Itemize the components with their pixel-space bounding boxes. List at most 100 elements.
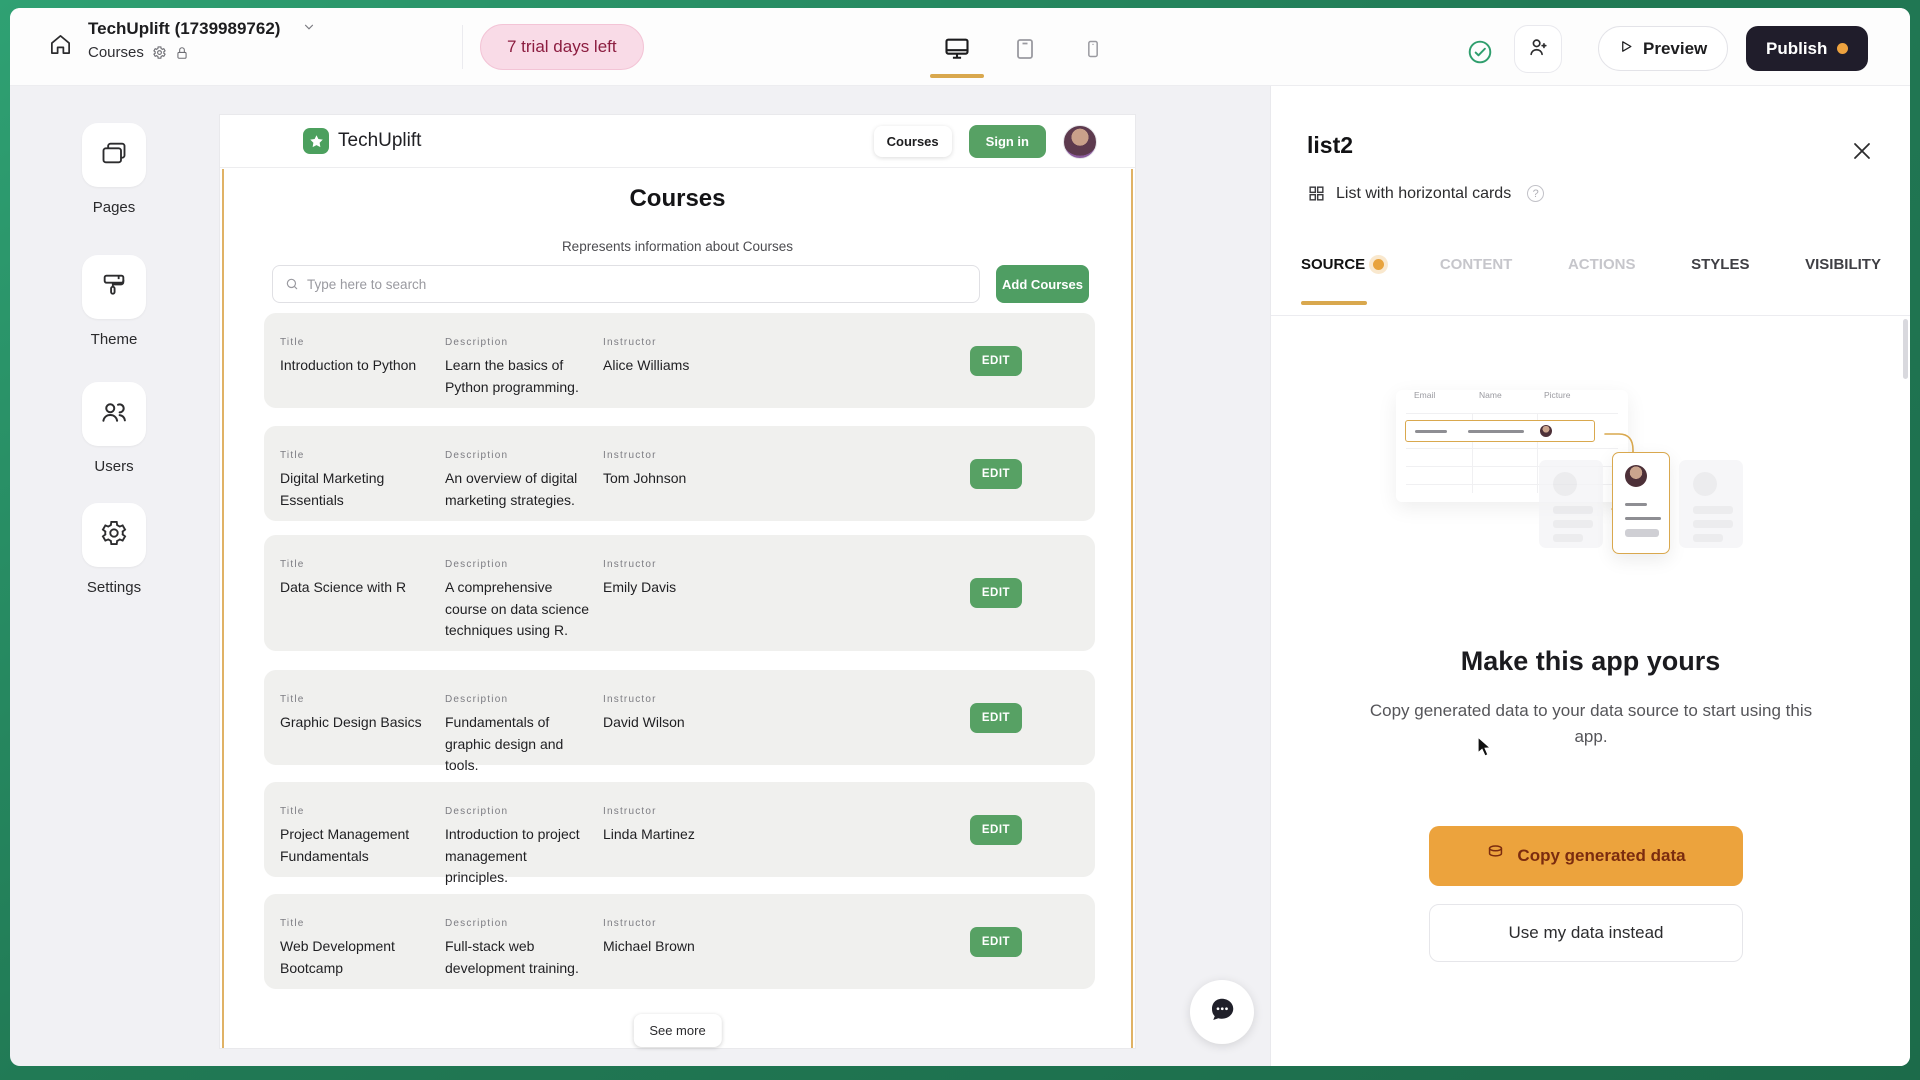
tab-content[interactable]: CONTENT [1439,256,1513,273]
tab-actions[interactable]: ACTIONS [1567,256,1636,273]
page-settings-gear-icon[interactable] [152,45,167,60]
add-courses-button[interactable]: Add Courses [996,265,1089,303]
brand-name: TechUplift [338,130,422,151]
brand-logo-icon [303,128,329,154]
tab-styles[interactable]: STYLES [1691,256,1750,273]
theme-brush-icon [100,271,128,304]
selection-border-right [1131,169,1133,1048]
edit-button[interactable]: EDIT [970,345,1022,376]
chat-bubble-button[interactable] [1190,980,1254,1044]
chevron-down-icon[interactable] [302,20,316,39]
home-icon [49,33,72,61]
course-instructor: Alice Williams [603,357,690,373]
grid-icon [1307,184,1326,203]
field-label-title: Title [280,559,305,570]
search-box[interactable] [272,265,980,303]
preview-navbar: TechUplift Courses Sign in [220,115,1135,168]
field-label-title: Title [280,918,305,929]
field-label-instructor: Instructor [603,450,657,461]
page-lock-icon [175,46,189,60]
tablet-device-icon[interactable] [1008,32,1042,66]
copy-generated-data-label: Copy generated data [1517,846,1686,865]
tab-visibility[interactable]: VISIBILITY [1805,256,1881,273]
field-label-title: Title [280,450,305,461]
search-input[interactable] [307,276,967,292]
user-avatar[interactable] [1063,124,1097,159]
illus-col-name: Name [1479,390,1502,400]
edit-button[interactable]: EDIT [970,702,1022,733]
panel-scrollbar[interactable] [1903,319,1908,379]
course-title: Data Science with R [280,579,407,595]
field-label-title: Title [280,337,305,348]
home-button[interactable] [42,29,78,65]
panel-divider [1271,315,1910,316]
course-title: Graphic Design Basics [280,714,422,730]
course-card: Title Project Management Fundamentals Des… [264,782,1095,885]
use-my-data-button[interactable]: Use my data instead [1429,904,1743,962]
tab-source[interactable]: SOURCE [1301,256,1385,305]
field-label-instructor: Instructor [603,559,657,570]
course-card: Title Digital Marketing Essentials Descri… [264,426,1095,521]
sidebar-item-label: Theme [90,331,138,348]
app-header: TechUplift (1739989762) Courses [88,19,316,61]
users-icon [99,397,129,432]
device-preview-switcher [930,32,1110,78]
publish-button[interactable]: Publish [1746,26,1869,71]
panel-tabs: SOURCE CONTENT ACTIONS STYLES VISIBILITY [1301,256,1881,305]
preview-page-subtitle: Represents information about Courses [561,239,794,254]
field-label-description: Description [445,559,509,570]
course-description: An overview of digital marketing strateg… [445,470,578,508]
edit-button[interactable]: EDIT [970,458,1022,489]
help-icon[interactable]: ? [1527,185,1545,202]
sidebar-item-theme[interactable]: Theme [10,255,218,348]
preview-page-title: Courses [629,185,726,212]
see-more-button[interactable]: See more [633,1014,722,1047]
app-window: TechUplift (1739989762) Courses 7 trial … [10,8,1910,1066]
settings-gear-icon [100,519,128,552]
app-title: TechUplift (1739989762) [88,19,281,38]
data-mapping-illustration: Email Name Picture [1271,376,1910,576]
edit-button[interactable]: EDIT [970,926,1022,957]
sidebar-item-label: Pages [92,199,136,216]
copy-generated-data-button[interactable]: Copy generated data [1429,826,1743,886]
field-label-instructor: Instructor [603,694,657,705]
selection-border-left [222,169,224,1048]
field-label-description: Description [445,694,509,705]
course-instructor: Michael Brown [603,938,695,954]
desktop-device-icon[interactable] [930,32,984,78]
course-instructor: Linda Martinez [603,826,695,842]
tab-label: SOURCE [1301,256,1366,273]
course-title: Web Development Bootcamp [280,938,395,976]
illus-col-email: Email [1414,390,1436,400]
block-name: list2 [1307,132,1354,158]
sidebar-item-users[interactable]: Users [10,382,218,475]
current-page-name[interactable]: Courses [88,44,144,61]
field-label-description: Description [445,450,509,461]
chat-icon [1207,995,1237,1030]
course-card: Title Graphic Design Basics Description Fu… [264,670,1095,773]
course-description: Fundamentals of graphic design and tools… [445,714,564,774]
field-label-title: Title [280,806,305,817]
signin-button[interactable]: Sign in [968,125,1046,158]
invite-user-button[interactable] [1514,25,1562,73]
sidebar-item-label: Settings [86,579,142,596]
panel-description: Copy generated data to your data source … [1369,701,1813,747]
field-label-instructor: Instructor [603,806,657,817]
edit-button[interactable]: EDIT [970,814,1022,845]
topbar-divider [462,25,463,69]
search-row: Add Courses [272,265,1089,303]
mobile-device-icon[interactable] [1076,32,1110,66]
field-label-description: Description [445,918,509,929]
close-icon[interactable] [1847,136,1877,166]
sidebar-item-settings[interactable]: Settings [10,503,218,596]
illustration-highlight-card [1612,452,1670,554]
preview-nav-link-courses[interactable]: Courses [873,126,952,157]
sidebar-item-pages[interactable]: Pages [10,123,218,216]
course-description: A comprehensive course on data science t… [445,579,589,639]
edit-button[interactable]: EDIT [970,578,1022,608]
course-card: Title Web Development Bootcamp Descriptio… [264,894,1095,989]
topbar: TechUplift (1739989762) Courses 7 trial … [10,8,1910,86]
play-icon [1619,39,1634,59]
preview-button[interactable]: Preview [1598,26,1729,71]
course-description: Learn the basics of Python programming. [445,357,579,395]
